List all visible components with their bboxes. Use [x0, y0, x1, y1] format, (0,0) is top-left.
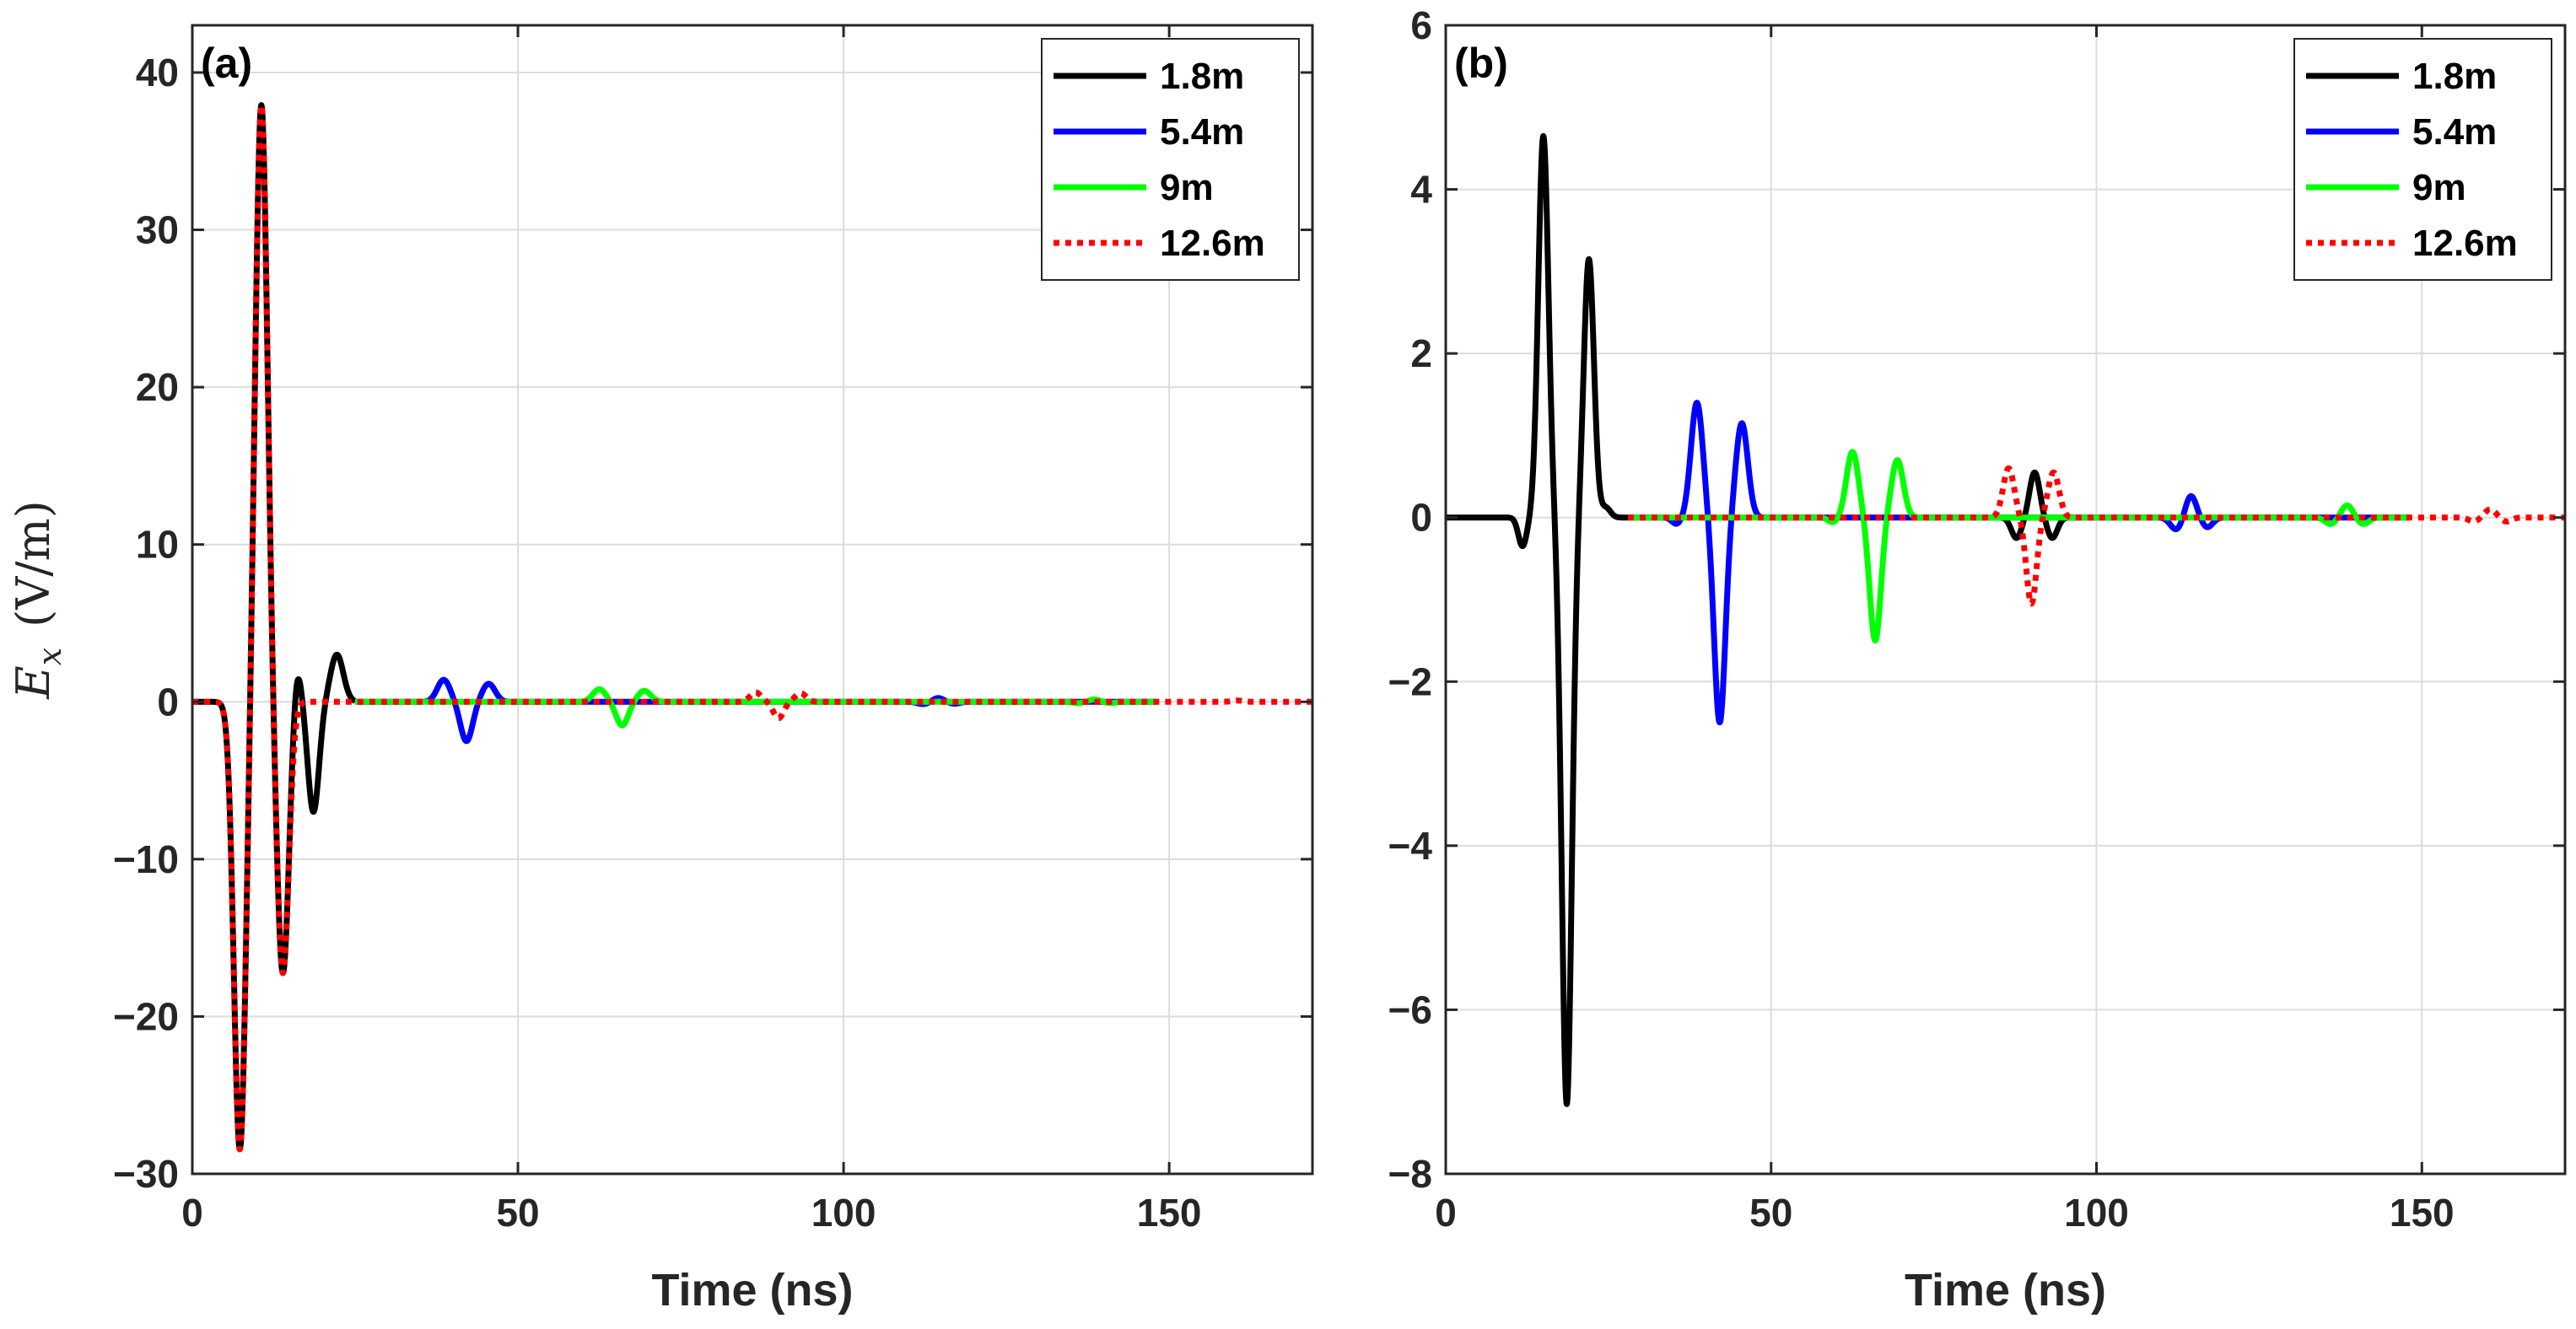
x-tick-label: 50	[496, 1191, 539, 1235]
x-axis-label: Time (ns)	[651, 1265, 853, 1316]
panel-label: (b)	[1454, 40, 1508, 87]
x-tick-label: 0	[181, 1191, 203, 1235]
panel-label: (a)	[201, 40, 252, 87]
series-group	[1446, 132, 2565, 1107]
x-tick-label: 100	[2064, 1191, 2129, 1235]
series-group	[192, 102, 1312, 1153]
x-tick-label: 100	[811, 1191, 876, 1235]
legend-label: 5.4m	[1160, 111, 1244, 153]
panel-a: 0 50 100 150 −30 −20 −10 0 10 20 30 40 Time (ns) Ex (V…	[7, 24, 1314, 1316]
legend-label: 5.4m	[2412, 111, 2497, 153]
legend: 1.8m 5.4m 9m 12.6m	[2293, 38, 2552, 281]
panel-b: 0 50 100 150 −8 −6 −4 −2 0 2 4 6 Time (ns) (b) 1.8m 5.4…	[1388, 3, 2567, 1316]
legend: 1.8m 5.4m 9m 12.6m	[1041, 38, 1300, 281]
y-tick-label: −10	[113, 837, 179, 881]
y-tick-label: 0	[1410, 496, 1432, 540]
y-tick-label: −8	[1388, 1152, 1432, 1196]
y-axis-label-subscript: x	[31, 648, 68, 665]
y-tick-label: 40	[136, 51, 179, 94]
y-tick-label: 30	[136, 208, 179, 252]
series-line-12-6m	[1625, 465, 2565, 607]
y-tick-label: 10	[136, 523, 179, 567]
y-tick-label: 6	[1410, 3, 1432, 47]
series-line-1-8m	[1446, 132, 1631, 1107]
y-tick-label: 20	[136, 365, 179, 409]
legend-label: 12.6m	[1160, 223, 1265, 264]
y-tick-label: 2	[1410, 331, 1432, 375]
x-tick-label: 50	[1749, 1191, 1792, 1235]
y-tick-label: −20	[113, 994, 179, 1038]
x-tick-label: 0	[1435, 1191, 1457, 1235]
y-tick-label: 4	[1410, 168, 1432, 212]
x-tick-label: 150	[2390, 1191, 2455, 1235]
legend-label: 9m	[1160, 167, 1214, 208]
y-tick-label: −30	[113, 1152, 179, 1196]
y-axis-label-units: (V/m)	[7, 500, 60, 627]
legend-box	[1041, 38, 1300, 281]
axes-box	[1444, 24, 2567, 1176]
y-axis-label: Ex (V/m)	[7, 500, 68, 699]
y-tick-label: −4	[1388, 824, 1433, 868]
legend-label: 12.6m	[2412, 223, 2518, 264]
legend-label: 1.8m	[1160, 56, 1244, 97]
x-tick-label: 150	[1137, 1191, 1202, 1235]
y-tick-label: −2	[1388, 659, 1432, 703]
legend-label: 1.8m	[2412, 56, 2497, 97]
y-tick-label: −6	[1388, 987, 1432, 1031]
y-axis-label-symbol: E	[7, 665, 60, 699]
legend-box	[2293, 38, 2552, 281]
legend-label: 9m	[2412, 167, 2466, 208]
x-axis-label: Time (ns)	[1905, 1265, 2106, 1316]
axes-box	[191, 24, 1314, 1176]
y-tick-label: 0	[157, 680, 179, 724]
